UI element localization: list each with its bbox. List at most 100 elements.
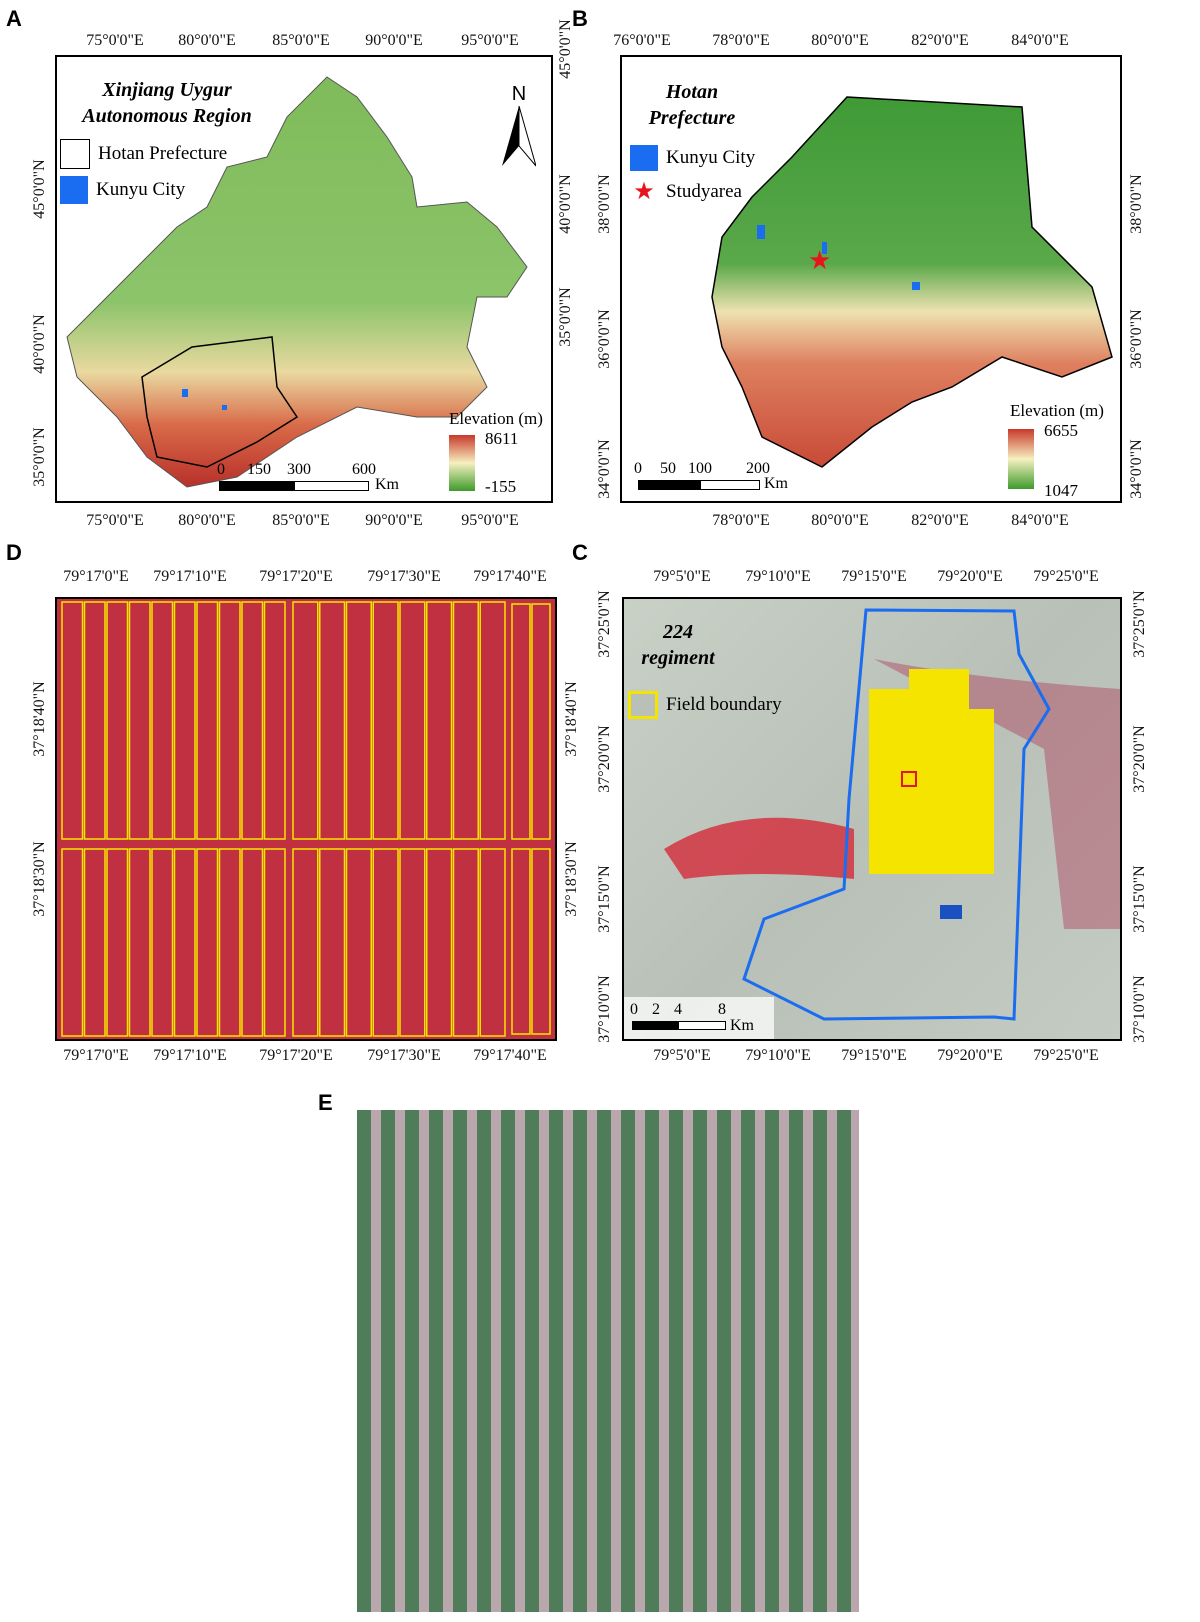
lon-label-a-bottom: 75°0'0"E: [86, 512, 144, 529]
field-boundary: [399, 848, 426, 1037]
field-boundary: [196, 601, 219, 840]
field-boundary: [452, 848, 479, 1037]
lat-label-c-left: 37°25'0"N: [596, 590, 613, 658]
panel-a-title: Xinjiang Uygur Autonomous Region: [82, 79, 252, 127]
lon-label-b-top: 76°0'0"E: [613, 32, 671, 49]
panel-e-label: E: [318, 1090, 333, 1115]
field-boundary: [241, 601, 264, 840]
field-boundary: [218, 601, 241, 840]
lon-label-b-bottom: 80°0'0"E: [811, 512, 869, 529]
field-boundary: [452, 601, 479, 840]
regiment-224-map: [664, 608, 1120, 1021]
panel-d-label: D: [6, 540, 22, 565]
lat-label-a-left: 35°0'0"N: [31, 427, 48, 487]
field-boundary: [531, 603, 551, 840]
field-boundary: [151, 848, 174, 1037]
lat-label-c-left: 37°20'0"N: [596, 725, 613, 793]
field-boundary: [319, 601, 346, 840]
elev-min: -155: [485, 477, 517, 496]
field-boundary: [511, 603, 531, 840]
legend-field-boundary: Field boundary: [628, 691, 782, 719]
field-boundary: [196, 848, 219, 1037]
lon-label-c-bottom: 79°20'0"E: [937, 1047, 1003, 1064]
field-boundary: [426, 601, 453, 840]
lon-label-b-bottom: 78°0'0"E: [712, 512, 770, 529]
lat-label-c-right: 37°25'0"N: [1131, 590, 1148, 658]
field-boundary: [345, 601, 372, 840]
lon-label-c-bottom: 79°15'0"E: [841, 1047, 907, 1064]
field-boundary: [372, 601, 399, 840]
lat-label-c-right: 37°20'0"N: [1131, 725, 1148, 793]
field-boundary: [106, 848, 129, 1037]
field-boundaries-d: [61, 601, 551, 1037]
field-boundary: [128, 601, 151, 840]
panel-d-extent: [901, 771, 917, 787]
lon-label-a-top: 90°0'0"E: [365, 32, 423, 49]
field-boundary: [173, 601, 196, 840]
field-boundary: [319, 848, 346, 1037]
field-boundary: [241, 848, 264, 1037]
lon-label-d-bottom: 79°17'20"E: [259, 1047, 333, 1064]
lon-label-d-top: 79°17'0"E: [63, 568, 129, 585]
lat-label-d-right: 37°18'40"N: [563, 681, 580, 757]
star-icon: ★: [633, 179, 655, 205]
lon-label-d-bottom: 79°17'30"E: [367, 1047, 441, 1064]
lat-label-d-left: 37°18'30"N: [31, 841, 48, 917]
hotan-elevation-map: ★: [711, 96, 1113, 468]
lat-label-b-right: 34°0'0"N: [1128, 439, 1145, 499]
lon-label-a-bottom: 80°0'0"E: [178, 512, 236, 529]
lon-label-d-top: 79°17'20"E: [259, 568, 333, 585]
field-boundary: [106, 601, 129, 840]
lat-label-c-left: 37°10'0"N: [596, 975, 613, 1043]
field-boundary: [61, 601, 84, 840]
xinjiang-elevation-map: [66, 76, 528, 488]
lon-label-c-bottom: 79°25'0"E: [1033, 1047, 1099, 1064]
lat-label-b-left: 34°0'0"N: [596, 439, 613, 499]
field-boundary: [263, 848, 286, 1037]
panel-b-map: ★ Hotan Prefecture Kunyu City ★ Studyarea …: [620, 55, 1122, 503]
north-arrow-icon: N: [502, 83, 536, 168]
lon-label-d-top: 79°17'10"E: [153, 568, 227, 585]
lon-label-a-bottom: 85°0'0"E: [272, 512, 330, 529]
lon-label-a-top: 75°0'0"E: [86, 32, 144, 49]
lon-label-d-bottom: 79°17'0"E: [63, 1047, 129, 1064]
field-boundary-area: [869, 669, 994, 874]
lat-label-b-right: 38°0'0"N: [1128, 174, 1145, 234]
lon-label-a-bottom: 90°0'0"E: [365, 512, 423, 529]
lon-label-a-top: 80°0'0"E: [178, 32, 236, 49]
elevation-colorbar: [449, 435, 475, 491]
panel-d-field-image: [55, 597, 557, 1041]
panel-e-uav-orchard-image: [357, 1110, 859, 1612]
lon-label-a-top: 95°0'0"E: [461, 32, 519, 49]
lat-label-b-left: 38°0'0"N: [596, 174, 613, 234]
lat-label-a-right: 45°0'0"N: [557, 19, 574, 79]
hotan-boundary: [141, 336, 299, 468]
field-boundary: [292, 601, 319, 840]
panel-b-label: B: [572, 6, 588, 31]
field-boundary: [83, 848, 106, 1037]
field-boundary: [372, 848, 399, 1037]
lon-label-c-top: 79°10'0"E: [745, 568, 811, 585]
lat-label-a-left: 45°0'0"N: [31, 159, 48, 219]
field-boundary: [263, 601, 286, 840]
field-boundary: [479, 848, 506, 1037]
field-boundary: [83, 601, 106, 840]
lon-label-d-top: 79°17'40"E: [473, 568, 547, 585]
legend-kunyu-b: Kunyu City: [630, 145, 755, 171]
panel-c-label: C: [572, 540, 588, 565]
field-boundary: [292, 848, 319, 1037]
lon-label-b-top: 84°0'0"E: [1011, 32, 1069, 49]
lat-label-c-right: 37°15'0"N: [1131, 865, 1148, 933]
panel-c-title: 224 regiment: [641, 621, 715, 669]
elevation-title-b: Elevation (m): [1010, 401, 1104, 420]
lat-label-d-left: 37°18'40"N: [31, 681, 48, 757]
lon-label-d-bottom: 79°17'40"E: [473, 1047, 547, 1064]
lon-label-b-top: 82°0'0"E: [911, 32, 969, 49]
lat-label-a-right: 35°0'0"N: [557, 287, 574, 347]
lon-label-a-bottom: 95°0'0"E: [461, 512, 519, 529]
study-area-star-icon: ★: [808, 246, 831, 275]
lon-label-b-bottom: 84°0'0"E: [1011, 512, 1069, 529]
lon-label-b-top: 80°0'0"E: [811, 32, 869, 49]
lon-label-c-top: 79°25'0"E: [1033, 568, 1099, 585]
